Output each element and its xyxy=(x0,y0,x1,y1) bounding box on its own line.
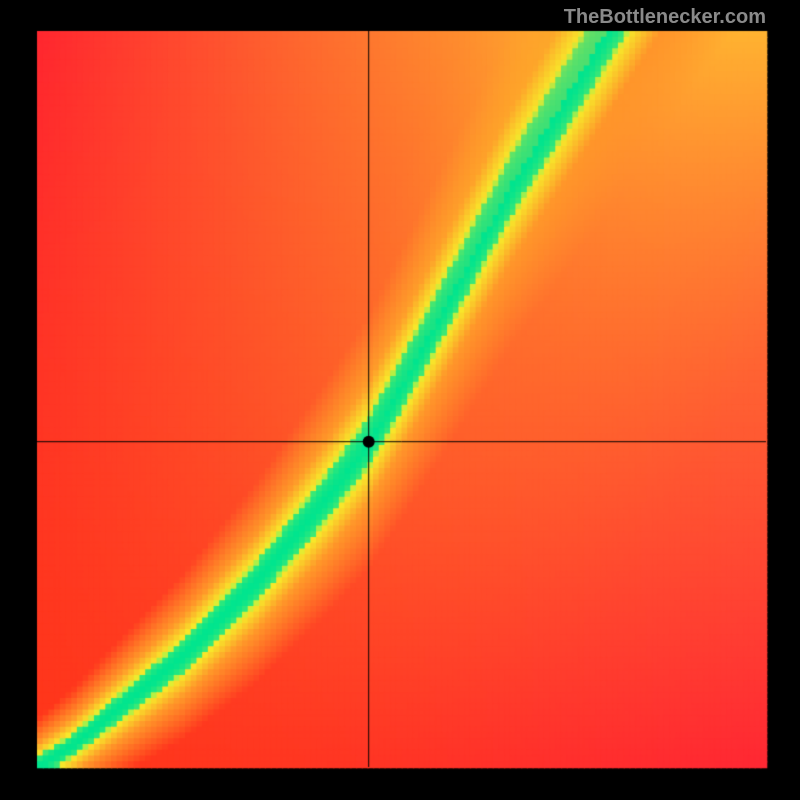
watermark-text: TheBottlenecker.com xyxy=(564,6,766,29)
chart-container: TheBottlenecker.com xyxy=(0,0,800,800)
bottleneck-heatmap xyxy=(0,0,800,800)
